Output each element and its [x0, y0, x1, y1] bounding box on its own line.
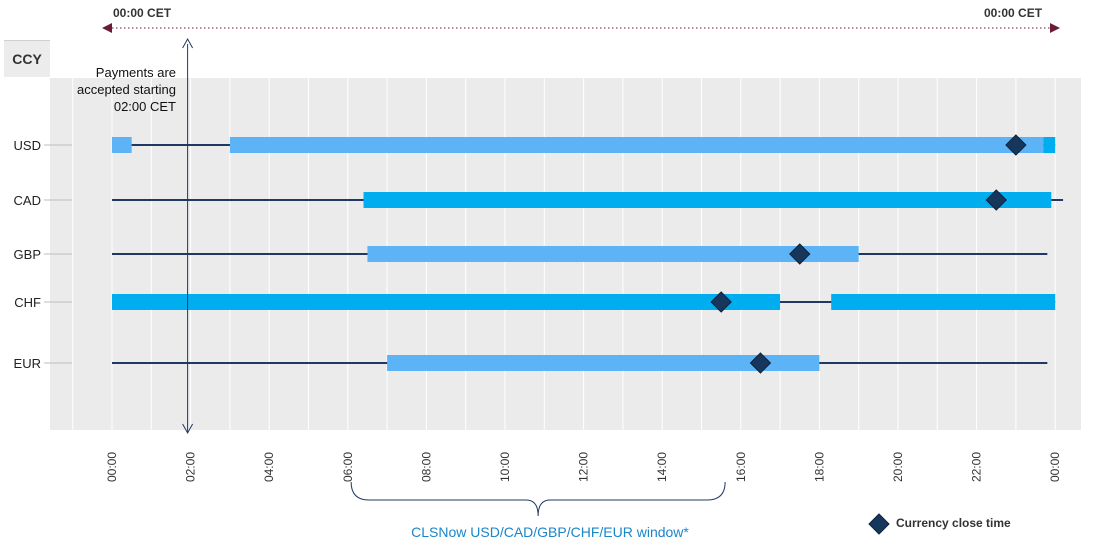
close-marker-cad: [985, 189, 1007, 211]
x-tick-label: 20:00: [891, 452, 905, 482]
close-marker-chf: [710, 291, 732, 313]
row-label-gbp: GBP: [14, 247, 41, 262]
x-tick-label: 22:00: [970, 452, 984, 482]
payments-start-arrow-head-bottom: [182, 423, 194, 435]
bar-cad: [363, 192, 1052, 208]
day-span-arrow-left-head: [102, 23, 112, 33]
bar-usd: [229, 137, 1044, 153]
bar-eur: [387, 355, 820, 371]
bar-gbp: [367, 246, 859, 262]
x-tick-label: 00:00: [1048, 452, 1062, 482]
row-label-cad: CAD: [14, 193, 41, 208]
bar-chf: [831, 294, 1056, 310]
bar-usd: [112, 137, 132, 153]
x-tick-label: 18:00: [812, 452, 826, 482]
payments-note: Payments are accepted starting 02:00 CET: [76, 65, 176, 114]
payments-start-arrow-head-top: [182, 37, 194, 49]
legend-label: Currency close time: [896, 516, 1011, 530]
close-marker-eur: [749, 352, 772, 374]
day-span-arrow-right-head: [1050, 23, 1060, 33]
ccy-header: CCY: [4, 40, 50, 77]
window-brace: [350, 481, 726, 517]
legend-marker-icon: [868, 513, 890, 535]
x-tick-label: 02:00: [184, 452, 198, 482]
close-marker-gbp: [789, 243, 811, 265]
x-tick-label: 12:00: [577, 452, 591, 482]
x-tick-label: 16:00: [734, 452, 748, 482]
bar-usd: [1043, 137, 1056, 153]
x-tick-label: 06:00: [341, 452, 355, 482]
x-tick-label: 08:00: [419, 452, 433, 482]
start-time-label: 00:00 CET: [113, 6, 172, 20]
x-tick-label: 00:00: [105, 452, 119, 482]
x-tick-label: 04:00: [262, 452, 276, 482]
row-label-chf: CHF: [14, 295, 41, 310]
bar-chf: [112, 294, 781, 310]
end-time-label: 00:00 CET: [984, 6, 1043, 20]
close-marker-usd: [1005, 134, 1027, 156]
x-tick-label: 14:00: [655, 452, 669, 482]
row-label-usd: USD: [14, 138, 41, 153]
clsnow-window-label: CLSNow USD/CAD/GBP/CHF/EUR window*: [411, 524, 689, 540]
x-tick-label: 10:00: [498, 452, 512, 482]
row-label-eur: EUR: [14, 356, 41, 371]
